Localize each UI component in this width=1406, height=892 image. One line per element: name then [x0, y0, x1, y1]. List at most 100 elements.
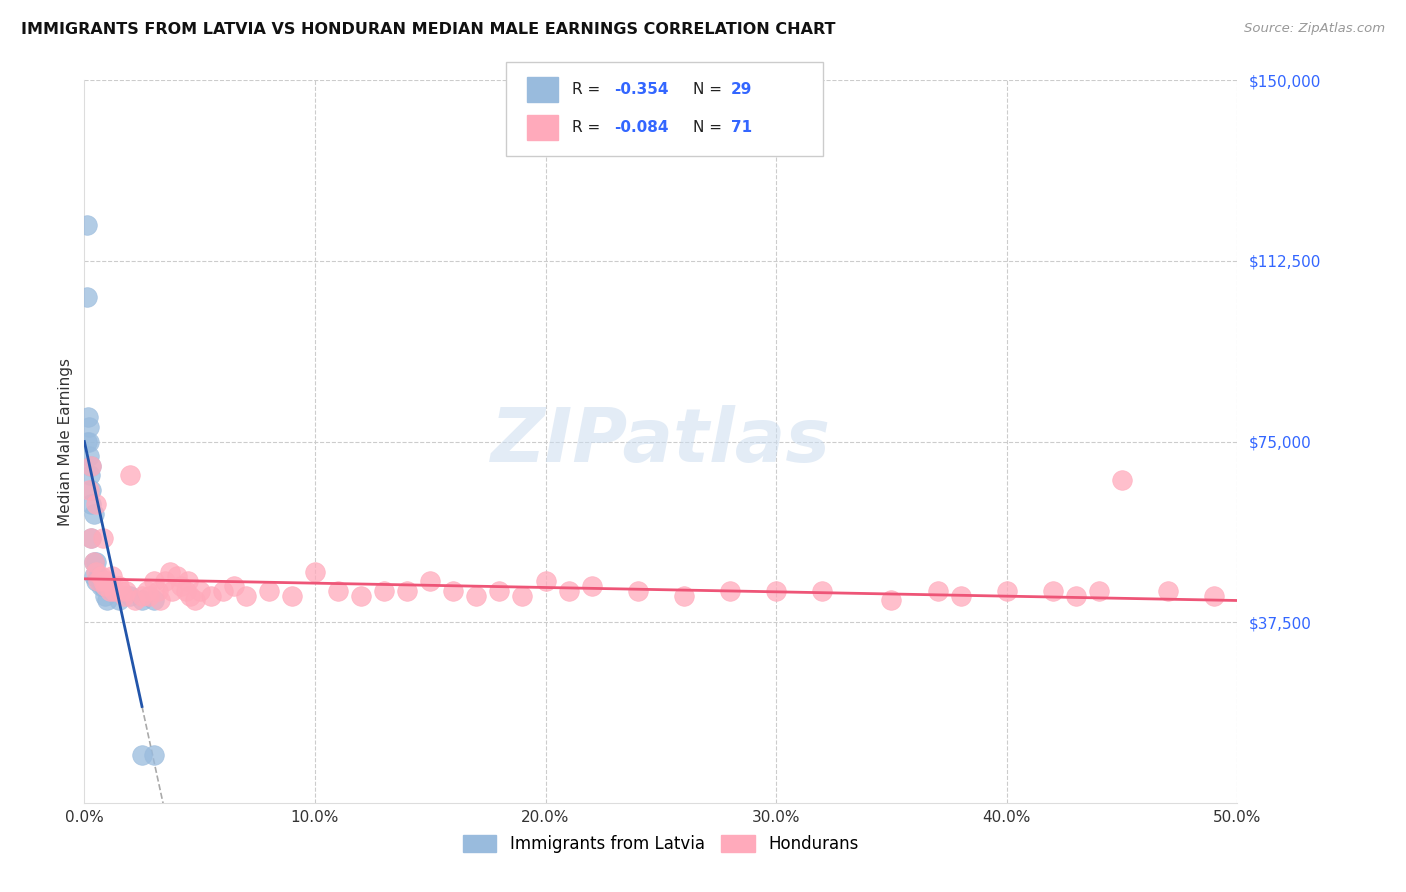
Text: Source: ZipAtlas.com: Source: ZipAtlas.com	[1244, 22, 1385, 36]
Point	[94, 589, 117, 603]
Text: N =: N =	[693, 82, 727, 96]
Point	[98, 583, 121, 598]
Point	[77, 420, 100, 434]
Point	[120, 468, 142, 483]
Point	[146, 583, 169, 598]
Text: N =: N =	[693, 120, 727, 135]
Point	[76, 434, 98, 449]
Point	[87, 574, 110, 589]
Point	[142, 593, 165, 607]
Point	[87, 569, 110, 583]
Y-axis label: Median Male Earnings: Median Male Earnings	[58, 358, 73, 525]
Point	[80, 531, 103, 545]
Point	[76, 218, 98, 232]
Point	[581, 579, 603, 593]
Point	[94, 579, 117, 593]
Point	[174, 583, 197, 598]
Point	[179, 589, 201, 603]
Text: IMMIGRANTS FROM LATVIA VS HONDURAN MEDIAN MALE EARNINGS CORRELATION CHART: IMMIGRANTS FROM LATVIA VS HONDURAN MEDIA…	[21, 22, 835, 37]
Point	[91, 531, 114, 545]
Point	[103, 583, 125, 598]
Text: 71: 71	[731, 120, 752, 135]
Point	[112, 589, 135, 603]
Point	[115, 583, 138, 598]
Point	[160, 583, 183, 598]
Point	[627, 583, 650, 598]
Point	[200, 589, 222, 603]
Point	[170, 579, 193, 593]
Point	[326, 583, 349, 598]
Point	[880, 593, 903, 607]
Point	[949, 589, 972, 603]
Point	[1204, 589, 1226, 603]
Point	[184, 593, 207, 607]
Point	[77, 434, 100, 449]
Text: R =: R =	[572, 120, 606, 135]
Point	[1042, 583, 1064, 598]
Point	[350, 589, 373, 603]
Point	[465, 589, 488, 603]
Point	[80, 483, 103, 497]
Text: -0.084: -0.084	[614, 120, 669, 135]
Point	[83, 569, 105, 583]
Point	[304, 565, 326, 579]
Point	[120, 589, 142, 603]
Point	[80, 458, 103, 473]
Point	[83, 555, 105, 569]
Point	[159, 565, 181, 579]
Point	[91, 579, 114, 593]
Point	[135, 583, 157, 598]
Point	[235, 589, 257, 603]
Point	[108, 593, 131, 607]
Point	[77, 449, 100, 463]
Point	[211, 583, 233, 598]
Point	[396, 583, 419, 598]
Point	[124, 593, 146, 607]
Point	[89, 579, 111, 593]
Point	[84, 497, 107, 511]
Point	[110, 583, 132, 598]
Point	[101, 569, 124, 583]
Text: ZIPatlas: ZIPatlas	[491, 405, 831, 478]
Text: -0.354: -0.354	[614, 82, 669, 96]
Point	[153, 574, 176, 589]
Point	[89, 574, 111, 589]
Point	[557, 583, 579, 598]
Point	[1157, 583, 1180, 598]
Point	[419, 574, 441, 589]
Point	[373, 583, 395, 598]
Point	[512, 589, 534, 603]
Point	[1088, 583, 1111, 598]
Point	[79, 468, 101, 483]
Point	[142, 747, 165, 762]
Point	[257, 583, 280, 598]
Point	[281, 589, 304, 603]
Point	[83, 555, 105, 569]
Point	[80, 531, 103, 545]
Point	[131, 593, 153, 607]
Point	[166, 569, 188, 583]
Point	[1064, 589, 1087, 603]
Point	[188, 583, 211, 598]
Legend: Immigrants from Latvia, Hondurans: Immigrants from Latvia, Hondurans	[457, 828, 865, 860]
Point	[224, 579, 246, 593]
Point	[89, 569, 111, 583]
Point	[80, 497, 103, 511]
Point	[84, 555, 107, 569]
Point	[441, 583, 464, 598]
Point	[672, 589, 695, 603]
Point	[84, 565, 107, 579]
Point	[77, 483, 100, 497]
Point	[149, 593, 172, 607]
Point	[76, 410, 98, 425]
Point	[131, 589, 153, 603]
Point	[765, 583, 787, 598]
Point	[84, 574, 107, 589]
Point	[142, 574, 165, 589]
Point	[96, 574, 118, 589]
Point	[995, 583, 1018, 598]
Text: R =: R =	[572, 82, 606, 96]
Point	[138, 589, 160, 603]
Point	[131, 747, 153, 762]
Point	[177, 574, 200, 589]
